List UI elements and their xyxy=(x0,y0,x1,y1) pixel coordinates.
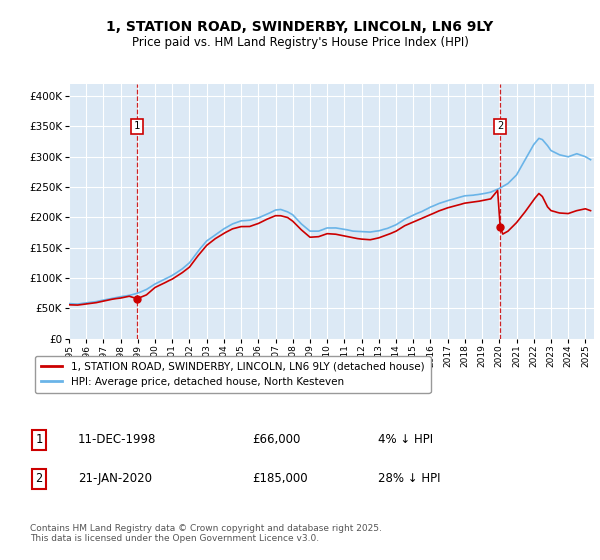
Text: 1: 1 xyxy=(134,122,140,132)
Text: £185,000: £185,000 xyxy=(252,472,308,486)
Legend: 1, STATION ROAD, SWINDERBY, LINCOLN, LN6 9LY (detached house), HPI: Average pric: 1, STATION ROAD, SWINDERBY, LINCOLN, LN6… xyxy=(35,356,431,393)
Text: 28% ↓ HPI: 28% ↓ HPI xyxy=(378,472,440,486)
Text: 4% ↓ HPI: 4% ↓ HPI xyxy=(378,433,433,446)
Text: 2: 2 xyxy=(497,122,503,132)
Text: 21-JAN-2020: 21-JAN-2020 xyxy=(78,472,152,486)
Text: 1, STATION ROAD, SWINDERBY, LINCOLN, LN6 9LY: 1, STATION ROAD, SWINDERBY, LINCOLN, LN6… xyxy=(106,20,494,34)
Text: 2: 2 xyxy=(35,472,43,486)
Text: Contains HM Land Registry data © Crown copyright and database right 2025.
This d: Contains HM Land Registry data © Crown c… xyxy=(30,524,382,543)
Text: 1: 1 xyxy=(35,433,43,446)
Text: 11-DEC-1998: 11-DEC-1998 xyxy=(78,433,157,446)
Text: Price paid vs. HM Land Registry's House Price Index (HPI): Price paid vs. HM Land Registry's House … xyxy=(131,36,469,49)
Text: £66,000: £66,000 xyxy=(252,433,301,446)
